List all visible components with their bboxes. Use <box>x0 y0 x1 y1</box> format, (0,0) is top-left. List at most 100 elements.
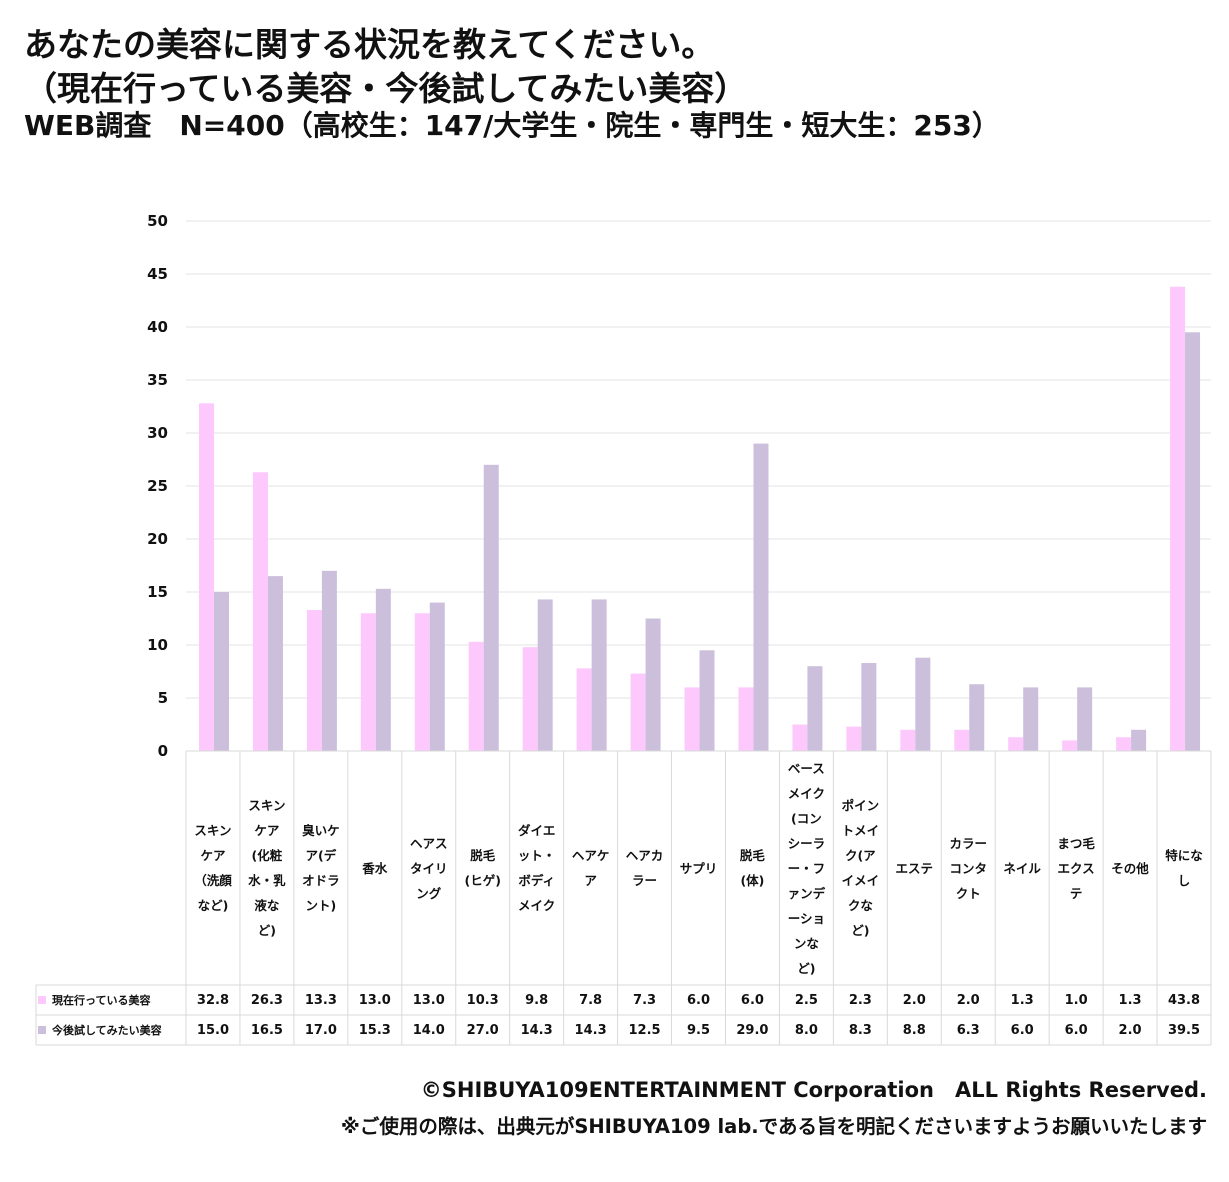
data-label: 9.8 <box>525 992 549 1008</box>
survey-info: WEB調査 N=400（高校生：147/大学生・院生・専門生・短大生：253） <box>24 109 1000 142</box>
bar-future <box>375 588 391 751</box>
category-label: スキンケア(化粧水・乳液など) <box>248 798 286 938</box>
category-label: ヘアスタイリング <box>409 835 448 901</box>
data-label: 1.3 <box>1118 992 1142 1008</box>
data-label: 14.0 <box>412 1022 445 1038</box>
bar-future <box>591 599 607 751</box>
bar-future <box>1185 332 1201 751</box>
legend-entry: 現在行っている美容 <box>38 985 150 1015</box>
bar-future <box>214 592 229 751</box>
bar-current <box>522 647 538 751</box>
usage-note: ※ご使用の際は、出典元がSHIBUYA109 lab.である旨を明記くださいます… <box>340 1115 1207 1138</box>
category-label: ネイル <box>1003 860 1041 876</box>
data-label: 17.0 <box>304 1022 337 1038</box>
y-tick-label: 40 <box>147 318 168 336</box>
bar-future <box>753 443 769 751</box>
data-label: 2.0 <box>1118 1022 1142 1038</box>
category-label: 脱毛(体) <box>739 848 765 888</box>
data-label: 1.0 <box>1064 992 1088 1008</box>
bar-future <box>1077 687 1093 751</box>
bar-current <box>792 724 808 751</box>
bar-current <box>1170 286 1186 751</box>
bar-future <box>321 570 337 751</box>
category-label: ヘアカラー <box>625 848 664 888</box>
category-label: ヘアケア <box>571 848 610 888</box>
bar-future <box>267 576 283 751</box>
legend-label: 今後試してみたい美容 <box>52 1024 162 1037</box>
data-label: 10.3 <box>466 992 499 1008</box>
y-tick-label: 30 <box>147 424 168 442</box>
bar-current <box>360 613 376 751</box>
chart-title: あなたの美容に関する状況を教えてください。 <box>24 25 715 64</box>
bar-future <box>861 663 877 751</box>
bar-future <box>1131 729 1147 751</box>
data-label: 8.0 <box>794 1022 818 1038</box>
bar-current <box>846 726 862 751</box>
data-label: 6.0 <box>740 992 764 1008</box>
y-tick-label: 25 <box>147 477 168 495</box>
bar-current <box>684 687 700 751</box>
category-label: サプリ <box>679 860 718 876</box>
category-label: まつ毛エクステ <box>1057 835 1095 901</box>
category-label: スキンケア（洗顔など) <box>194 823 232 913</box>
data-label: 43.8 <box>1167 992 1201 1008</box>
bar-current <box>306 610 322 751</box>
category-label: ベースメイク(コンシーラー・ファンデーションなど) <box>787 760 826 976</box>
data-label: 14.3 <box>520 1022 553 1038</box>
y-tick-label: 50 <box>147 212 168 230</box>
data-label: 8.8 <box>902 1022 926 1038</box>
data-label: 29.0 <box>736 1022 769 1038</box>
bar-future <box>645 618 661 751</box>
y-tick-label: 5 <box>158 689 168 707</box>
data-label: 6.0 <box>686 992 710 1008</box>
data-label: 2.0 <box>956 992 980 1008</box>
y-tick-label: 35 <box>147 371 168 389</box>
data-label: 1.3 <box>1010 992 1034 1008</box>
bar-future <box>483 464 499 751</box>
data-label: 15.0 <box>196 1022 229 1038</box>
bar-current <box>414 613 430 751</box>
bar-current <box>576 668 592 751</box>
category-label: 脱毛(ヒゲ) <box>464 848 501 888</box>
data-label: 39.5 <box>1167 1022 1201 1038</box>
category-label: ダイエット・ボディメイク <box>517 823 556 913</box>
legend-entry: 今後試してみたい美容 <box>38 1015 162 1045</box>
bar-future <box>969 684 985 751</box>
y-tick-label: 15 <box>147 583 168 601</box>
data-label: 13.3 <box>304 992 337 1008</box>
legend-label: 現在行っている美容 <box>52 994 151 1007</box>
chart-subtitle: （現在行っている美容・今後試してみたい美容） <box>24 69 748 108</box>
category-label: エステ <box>895 860 934 876</box>
data-label: 14.3 <box>574 1022 607 1038</box>
category-label: ポイントメイク(アイメイクなど) <box>841 798 880 938</box>
bar-future <box>429 602 445 751</box>
data-label: 2.0 <box>902 992 926 1008</box>
data-label: 16.5 <box>250 1022 283 1038</box>
data-label: 32.8 <box>196 992 229 1008</box>
data-label: 8.3 <box>848 1022 872 1038</box>
data-label: 6.0 <box>1064 1022 1088 1038</box>
data-label: 13.0 <box>358 992 391 1008</box>
legend-swatch <box>38 1026 46 1034</box>
bar-current <box>900 729 916 751</box>
data-label: 7.8 <box>579 992 603 1008</box>
bar-current <box>1008 737 1024 751</box>
bar-current <box>738 687 754 751</box>
category-label: 特になし <box>1165 848 1203 888</box>
data-label: 6.3 <box>956 1022 980 1038</box>
bar-future <box>537 599 553 751</box>
y-tick-label: 45 <box>147 265 168 283</box>
bar-current <box>630 673 646 751</box>
category-label: その他 <box>1111 860 1149 876</box>
y-tick-label: 0 <box>158 742 168 760</box>
bar-future <box>807 666 823 751</box>
bar-future <box>699 650 715 751</box>
category-label: 香水 <box>362 860 388 876</box>
category-label: カラーコンタクト <box>949 835 987 901</box>
data-label: 27.0 <box>466 1022 499 1038</box>
data-label: 6.0 <box>1010 1022 1034 1038</box>
y-tick-label: 20 <box>147 530 168 548</box>
bar-current <box>1062 740 1078 751</box>
